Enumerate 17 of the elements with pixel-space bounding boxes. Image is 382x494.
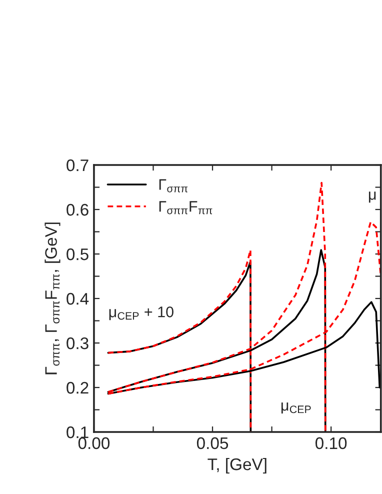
- x-tick-label: 0.00: [78, 437, 110, 450]
- y-tick-label: 0.2: [66, 382, 88, 394]
- y-axis-title: Γ$_{σππ}$, Γ$_{σππ}$F$_{ππ}$, [GeV]: [44, 222, 60, 374]
- y-tick-label: 0.6: [66, 204, 88, 216]
- x-axis-title: T, [GeV]: [208, 458, 266, 474]
- annotation: μ: [368, 192, 376, 203]
- legend-label: Γ$_{σππ}$: [159, 179, 188, 192]
- legend-label: Γ$_{σππ}$F$_{ππ}$: [159, 201, 212, 214]
- y-tick-label: 0.5: [66, 248, 88, 260]
- y-tick-label: 0.7: [66, 159, 88, 172]
- x-tick-label: 0.05: [196, 437, 228, 450]
- y-tick-label: 0.1: [66, 426, 88, 438]
- annotation: μ$_{CEP}$ + 10: [109, 306, 174, 320]
- y-tick-label: 0.4: [66, 292, 89, 305]
- x-tick-label: 0.10: [316, 437, 347, 450]
- annotation: μ$_{CEP}$: [281, 402, 311, 414]
- y-tick-label: 0.3: [66, 337, 88, 350]
